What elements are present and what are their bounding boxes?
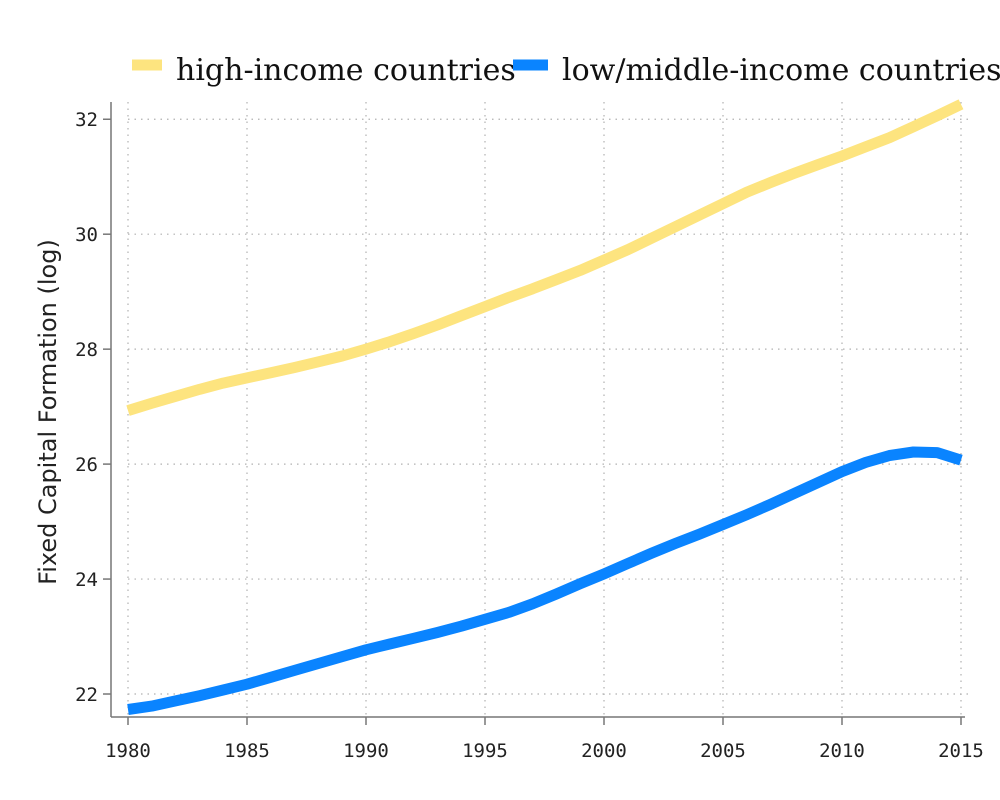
axes bbox=[110, 102, 965, 718]
y-tick-label: 28 bbox=[75, 339, 98, 361]
y-tick-label: 24 bbox=[75, 569, 98, 591]
legend-label-low-middle-income: low/middle-income countries bbox=[562, 53, 1000, 88]
x-tick-label: 2010 bbox=[819, 740, 865, 762]
x-tick-label: 2005 bbox=[700, 740, 746, 762]
series-line-low-middle-income bbox=[127, 446, 963, 715]
x-tick-label: 2015 bbox=[938, 740, 984, 762]
x-tick-label: 1990 bbox=[343, 740, 389, 762]
x-tick-label: 1985 bbox=[224, 740, 270, 762]
x-tick-label: 2000 bbox=[581, 740, 627, 762]
grid bbox=[127, 102, 970, 717]
legend-label-high-income: high-income countries bbox=[176, 53, 516, 88]
y-tick-label: 32 bbox=[75, 109, 98, 131]
x-tick-label: 1980 bbox=[105, 740, 151, 762]
series bbox=[126, 99, 964, 715]
ticks: 1980 1985 1990 1995 2000 2005 2010 2015 22 24 26 28… bbox=[75, 109, 984, 762]
y-axis-label: Fixed Capital Formation (log) bbox=[34, 239, 62, 585]
y-tick-label: 30 bbox=[75, 224, 98, 246]
series-line-high-income bbox=[126, 99, 964, 416]
x-tick-label: 1995 bbox=[462, 740, 508, 762]
y-tick-label: 22 bbox=[75, 684, 98, 706]
legend: high-income countries low/middle-income … bbox=[132, 53, 1000, 88]
y-tick-label: 26 bbox=[75, 454, 98, 476]
